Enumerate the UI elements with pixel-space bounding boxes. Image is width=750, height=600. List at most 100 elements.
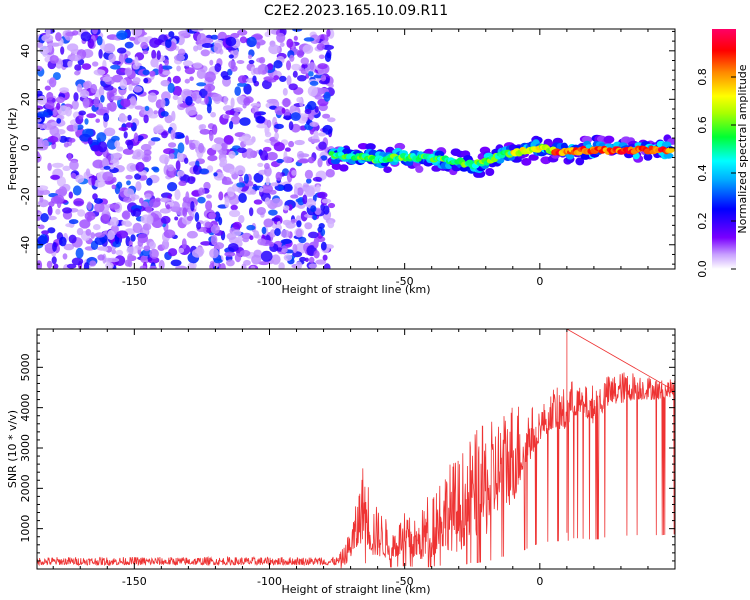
heatmap-cell <box>127 114 132 121</box>
heatmap-cell <box>314 94 323 100</box>
heatmap-cell <box>312 176 322 182</box>
heatmap-cell <box>53 263 59 269</box>
heatmap-cell <box>41 230 50 235</box>
heatmap-cell <box>111 135 120 142</box>
heatmap-cell <box>200 241 213 246</box>
heatmap-cell <box>238 193 247 203</box>
heatmap-cell <box>292 70 298 78</box>
heatmap-cell <box>116 30 128 40</box>
heatmap-cell <box>211 93 223 102</box>
heatmap-cell <box>155 197 161 202</box>
heatmap-cell <box>273 75 280 81</box>
heatmap-cell <box>37 111 49 117</box>
heatmap-cell <box>207 85 212 97</box>
heatmap-cell <box>176 134 185 139</box>
heatmap-cell <box>276 220 281 230</box>
heatmap-cell <box>160 208 168 214</box>
heatmap-cell <box>49 126 60 136</box>
heatmap-cell <box>148 113 159 119</box>
heatmap-cell <box>74 64 82 71</box>
heatmap-cell <box>51 256 57 265</box>
heatmap-cell <box>290 112 301 121</box>
heatmap-cell <box>229 121 234 130</box>
heatmap-cell <box>322 44 334 51</box>
heatmap-cell <box>178 30 190 37</box>
heatmap-cell <box>204 221 212 228</box>
heatmap-cell <box>56 118 62 124</box>
snr-x-axis: -150 -100 -50 0 <box>52 329 676 588</box>
heatmap-cell <box>327 117 336 123</box>
heatmap-cell <box>78 110 86 116</box>
heatmap-cell <box>122 148 134 155</box>
heatmap-cell <box>310 205 317 213</box>
heatmap-cell <box>46 260 53 269</box>
heatmap-cell <box>68 219 79 225</box>
heatmap-cell <box>266 151 278 161</box>
heatmap-cell <box>666 147 675 154</box>
heatmap-cell <box>213 242 225 250</box>
heatmap-cell <box>131 29 143 37</box>
heatmap-cell <box>325 168 335 178</box>
colorbar-tick-label: 0.0 <box>696 260 709 278</box>
heatmap-cell <box>296 97 303 103</box>
heatmap-cell <box>255 115 266 124</box>
heatmap-cell <box>91 29 98 35</box>
heatmap-cell <box>148 140 156 146</box>
heatmap-cell <box>75 174 85 183</box>
heatmap-cell <box>63 142 69 148</box>
heatmap-cell <box>281 248 288 253</box>
heatmap-panel: -150 -100 -50 0 -40 -20 0 20 40 Height of strai… <box>6 28 676 296</box>
heatmap-cell <box>283 254 293 261</box>
heatmap-cell <box>117 47 127 54</box>
heatmap-cell <box>111 95 123 101</box>
heatmap-cell <box>253 230 260 239</box>
heatmap-cell <box>249 235 254 241</box>
heatmap-cell <box>114 140 121 149</box>
heatmap-cell <box>92 61 99 67</box>
heatmap-cell <box>238 215 245 224</box>
heatmap-cell <box>209 130 214 142</box>
heatmap-cell <box>268 241 275 247</box>
heatmap-cell <box>177 170 185 177</box>
heatmap-cell <box>286 38 294 48</box>
heatmap-cell <box>39 234 48 245</box>
heatmap-cell <box>175 265 187 269</box>
heatmap-cell <box>228 150 236 159</box>
heatmap-cell <box>297 203 306 209</box>
snr-series-line <box>37 329 675 569</box>
heatmap-cell <box>51 162 64 168</box>
heatmap-cell <box>196 82 207 87</box>
colorbar-tick-label: 0.6 <box>696 116 709 134</box>
heatmap-cell <box>225 110 235 115</box>
heatmap-cell <box>190 201 195 212</box>
heatmap-y-axis: -40 -20 0 20 40 <box>19 30 675 265</box>
heatmap-cell <box>267 63 274 71</box>
heatmap-cell <box>161 239 170 250</box>
heatmap-cell <box>294 139 305 146</box>
heatmap-cell <box>202 37 214 44</box>
heatmap-cell <box>288 83 298 91</box>
heatmap-cell <box>163 229 176 239</box>
heatmap-cell <box>237 75 247 84</box>
heatmap-cell <box>218 191 224 201</box>
heatmap-cell <box>308 263 318 269</box>
heatmap-cell <box>209 248 219 259</box>
heatmap-cell <box>156 50 161 61</box>
heatmap-cell <box>173 54 186 62</box>
heatmap-cell <box>63 243 75 251</box>
heatmap-cell <box>140 143 152 152</box>
heatmap-cell <box>72 185 82 196</box>
heatmap-cell <box>280 239 292 244</box>
heatmap-cell <box>130 234 136 242</box>
heatmap-cell <box>194 212 200 222</box>
heatmap-cell <box>153 110 159 115</box>
heatmap-cell <box>158 259 165 269</box>
heatmap-cell <box>90 83 98 94</box>
heatmap-cell <box>47 136 59 143</box>
heatmap-cell <box>137 36 149 43</box>
heatmap-cell <box>283 183 293 192</box>
heatmap-cell <box>52 72 61 81</box>
heatmap-cell <box>289 54 295 62</box>
heatmap-cell <box>129 36 136 41</box>
